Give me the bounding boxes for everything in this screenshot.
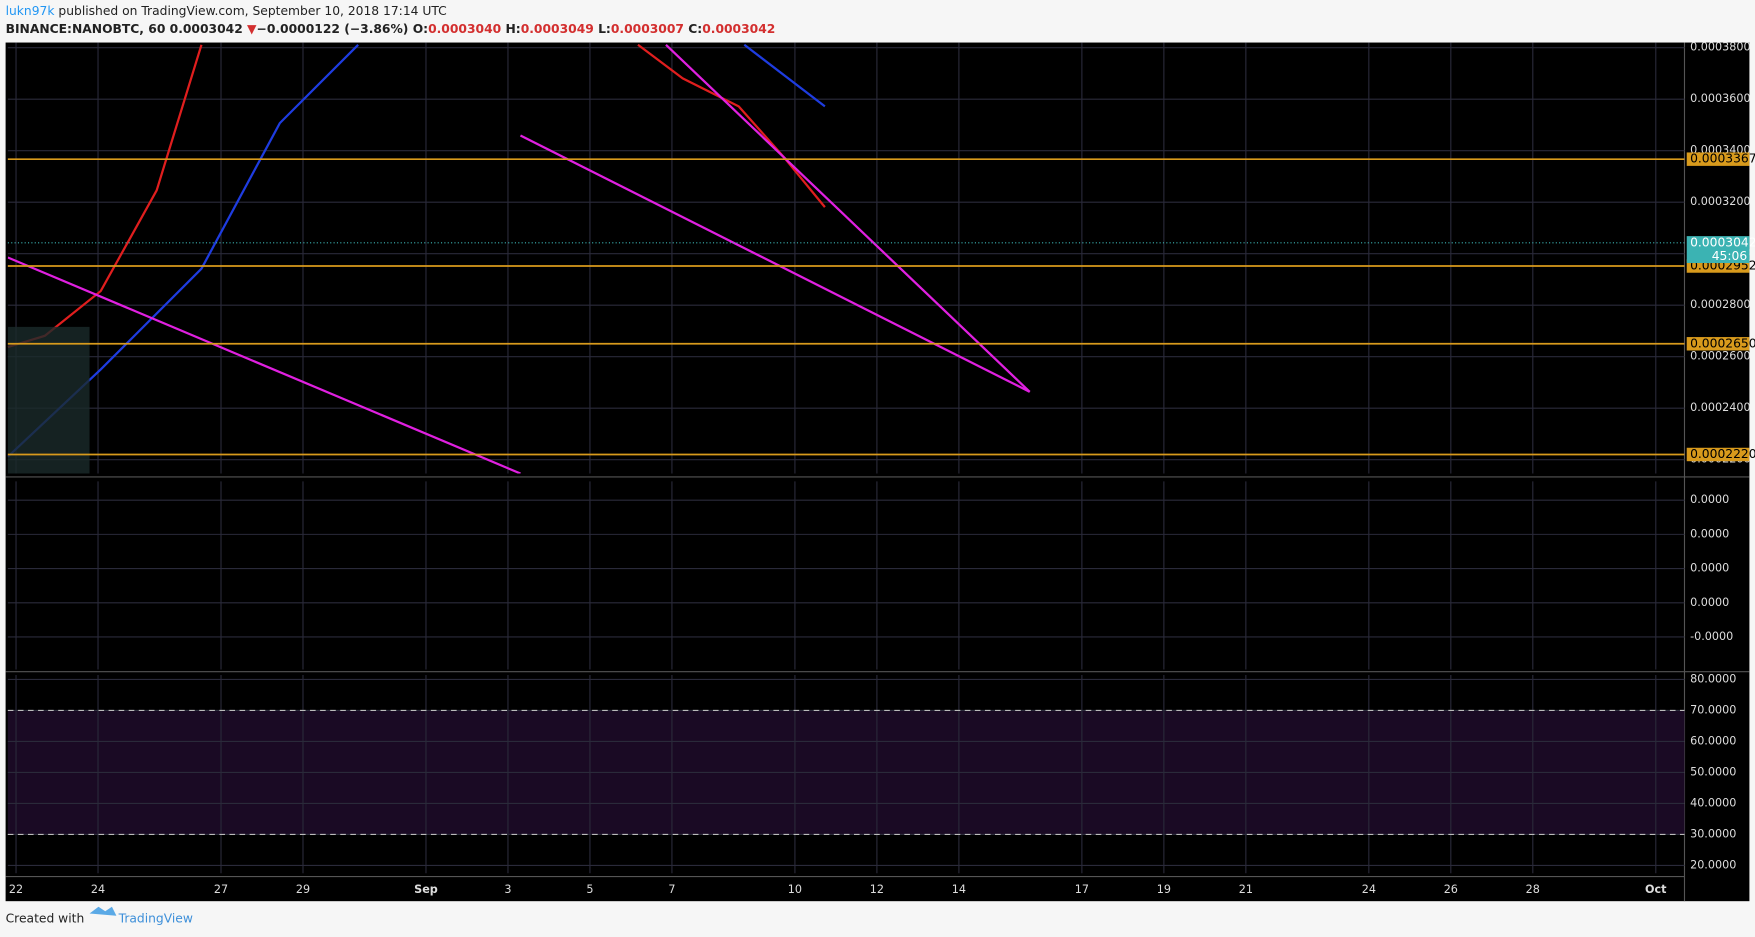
y-tick-label: 0.0000 bbox=[1690, 562, 1729, 575]
user[interactable]: lukn97k bbox=[6, 4, 56, 18]
x-tick-label: 19 bbox=[1157, 883, 1171, 896]
y-tick-label: 0.0000 bbox=[1690, 493, 1729, 506]
c-label: C: bbox=[688, 22, 702, 36]
ma-blue bbox=[743, 43, 826, 108]
x-tick-label: 26 bbox=[1444, 883, 1458, 896]
arrow: ▼ bbox=[247, 22, 257, 36]
trendline bbox=[7, 256, 521, 474]
x-tick-label: 12 bbox=[870, 883, 884, 896]
last-price-label: 0.0003042 bbox=[1690, 235, 1755, 249]
level-label: 0.0002650 bbox=[1690, 336, 1755, 350]
low: 0.0003007 bbox=[611, 22, 684, 36]
x-tick-label: 27 bbox=[214, 883, 228, 896]
y-tick-label: 0.0003200 bbox=[1690, 195, 1750, 208]
level-label-box bbox=[1686, 337, 1750, 351]
y-tick-label: -0.0000 bbox=[1690, 630, 1733, 643]
y-tick-label: 80.0000 bbox=[1690, 672, 1736, 685]
logo bbox=[89, 906, 117, 916]
y-tick-label: 60.0000 bbox=[1690, 734, 1736, 747]
x-tick-label: 5 bbox=[586, 883, 593, 896]
y-tick-label: 0.0002400 bbox=[1690, 401, 1750, 414]
trendline bbox=[665, 43, 1031, 393]
close: 0.0003042 bbox=[702, 22, 775, 36]
y-tick-label: 30.0000 bbox=[1690, 827, 1736, 840]
x-tick-label: 10 bbox=[788, 883, 802, 896]
countdown: 45:06 bbox=[1712, 249, 1748, 263]
y-tick-label: 0.0002600 bbox=[1690, 350, 1750, 363]
x-tick-label: 7 bbox=[668, 883, 675, 896]
x-tick-label: 21 bbox=[1239, 883, 1253, 896]
x-tick-label: 29 bbox=[296, 883, 310, 896]
y-tick-label: 40.0000 bbox=[1690, 796, 1736, 809]
level-label-box bbox=[1686, 152, 1750, 166]
header-line-2: BINANCE:NANOBTC, 60 0.0003042 ▼−0.000012… bbox=[6, 22, 776, 36]
y-tick-label: 0.0002800 bbox=[1690, 298, 1750, 311]
y-tick-label: 0.0000 bbox=[1690, 527, 1729, 540]
level-label: 0.0002220 bbox=[1690, 447, 1755, 461]
o-label: O: bbox=[413, 22, 428, 36]
x-tick-label: 24 bbox=[1362, 883, 1376, 896]
x-tick-label: Oct bbox=[1645, 883, 1667, 896]
y-tick-label: 70.0000 bbox=[1690, 703, 1736, 716]
x-tick-label: 3 bbox=[504, 883, 511, 896]
footer-brand[interactable]: TradingView bbox=[118, 912, 193, 926]
level-label-box bbox=[1686, 447, 1750, 462]
x-tick-label: 24 bbox=[91, 883, 105, 896]
x-tick-label: Sep bbox=[414, 883, 438, 896]
h-label: H: bbox=[505, 22, 520, 36]
last: 0.0003042 bbox=[170, 22, 243, 36]
trendline bbox=[519, 134, 1031, 393]
x-tick-label: 22 bbox=[9, 883, 23, 896]
symbol: BINANCE:NANOBTC, 60 bbox=[6, 22, 166, 36]
y-tick-label: 0.0000 bbox=[1690, 596, 1729, 609]
drawings bbox=[7, 43, 1031, 474]
header-line-1: lukn97k published on TradingView.com, Se… bbox=[6, 4, 447, 18]
change: −0.0000122 (−3.86%) bbox=[257, 22, 409, 36]
open: 0.0003040 bbox=[428, 22, 501, 36]
y-tick-label: 50.0000 bbox=[1690, 765, 1736, 778]
footer-created: Created with bbox=[6, 912, 85, 926]
x-tick-label: 28 bbox=[1526, 883, 1540, 896]
x-tick-label: 14 bbox=[952, 883, 966, 896]
y-tick-label: 20.0000 bbox=[1690, 858, 1736, 871]
fib-box bbox=[7, 326, 90, 474]
high: 0.0003049 bbox=[521, 22, 594, 36]
y-tick-label: 0.0003800 bbox=[1690, 41, 1750, 54]
x-tick-label: 17 bbox=[1075, 883, 1089, 896]
ma-red bbox=[637, 43, 826, 208]
level-label: 0.0003367 bbox=[1690, 152, 1755, 166]
y-tick-label: 0.0003600 bbox=[1690, 92, 1750, 105]
published: published on TradingView.com, September … bbox=[58, 4, 446, 18]
last-price-box bbox=[1686, 236, 1750, 263]
l-label: L: bbox=[598, 22, 611, 36]
